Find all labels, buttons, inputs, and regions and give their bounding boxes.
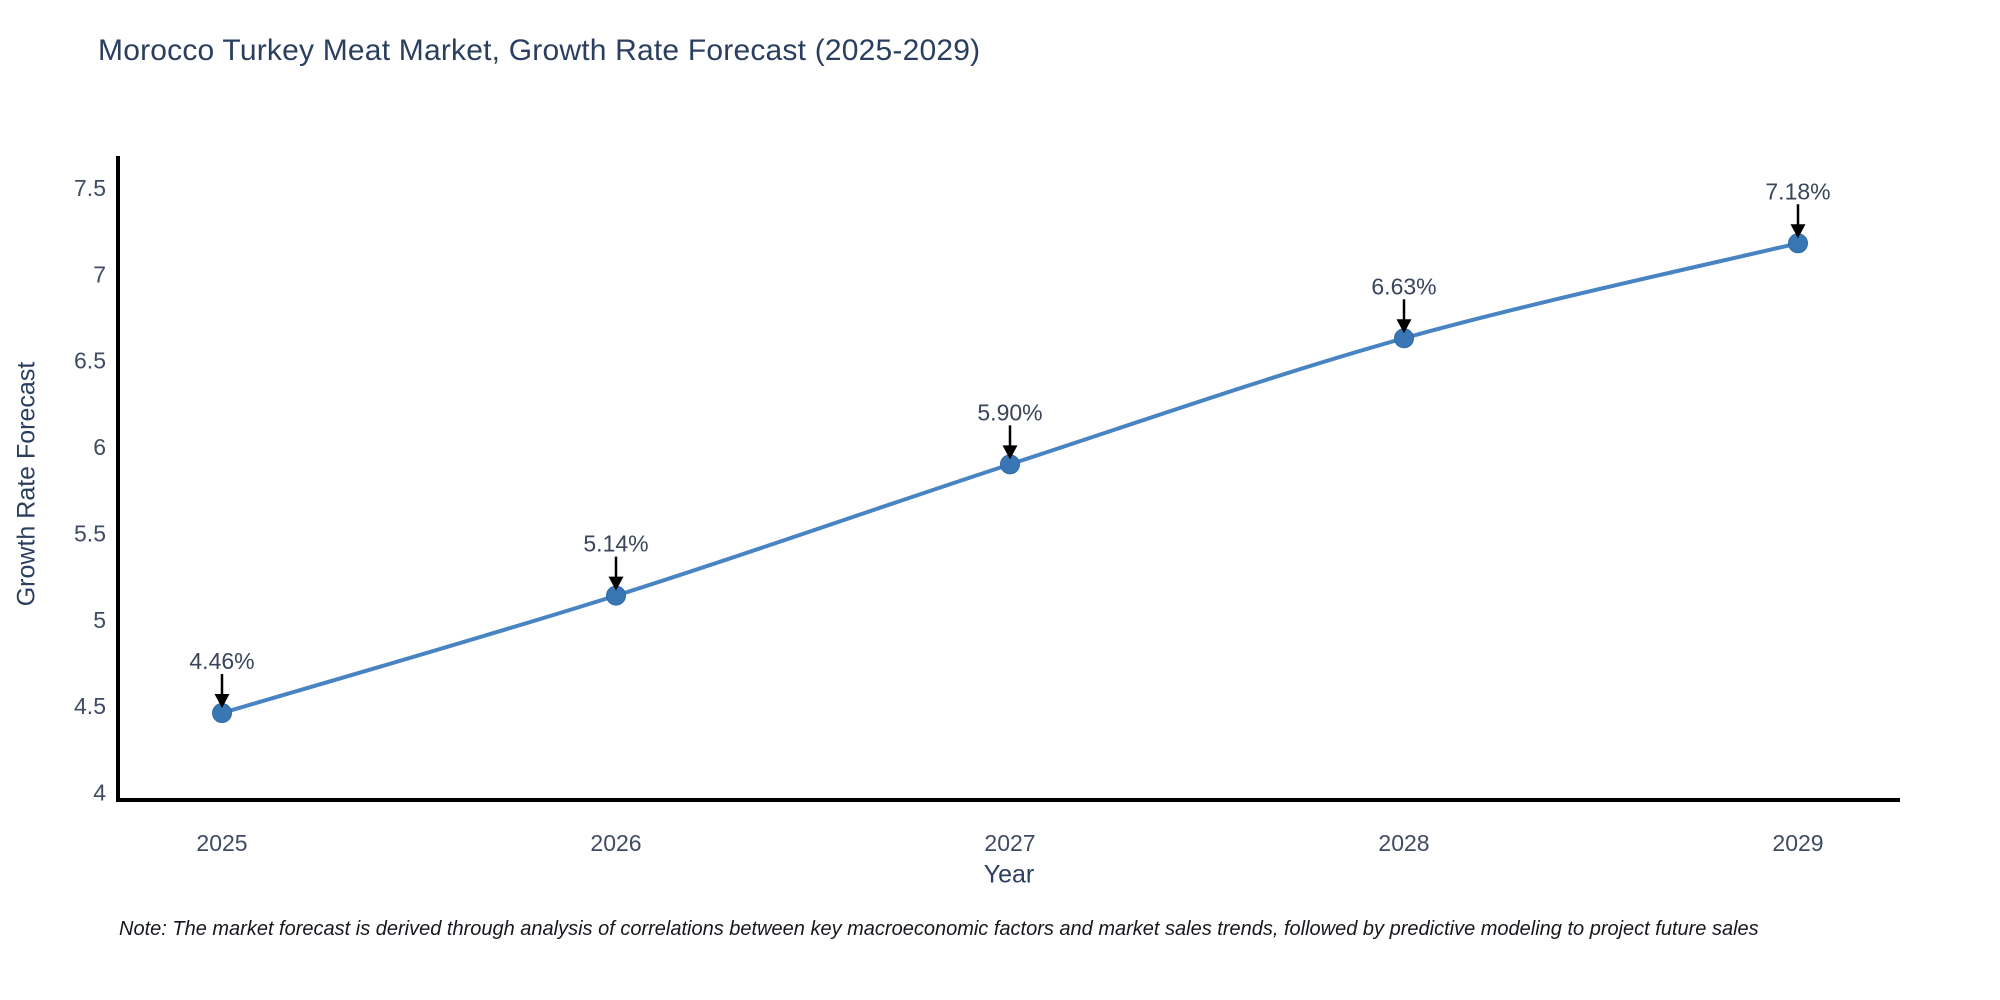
y-tick-label: 6 [93,434,106,460]
x-tick-label: 2026 [590,830,641,856]
y-tick-label: 5 [93,607,106,633]
footnote: Note: The market forecast is derived thr… [119,918,1759,940]
data-point-label: 7.18% [1765,178,1830,204]
x-axis-title: Year [983,860,1035,889]
x-tick-label: 2027 [984,830,1035,856]
y-tick-label: 4.5 [74,693,106,719]
data-point-label: 6.63% [1371,273,1436,299]
y-tick-label: 6.5 [74,348,106,374]
chart-title: Morocco Turkey Meat Market, Growth Rate … [98,34,981,67]
annotation-arrow-head [1002,445,1018,460]
y-tick-label: 5.5 [74,520,106,546]
data-point-label: 5.14% [583,531,648,557]
y-tick-label: 4 [93,780,106,806]
data-point-label: 4.46% [189,648,254,674]
x-tick-label: 2025 [196,830,247,856]
annotation-arrow-head [608,576,624,591]
y-axis-title: Growth Rate Forecast [12,361,41,607]
y-tick-label: 7.5 [74,175,106,201]
annotation-arrow-head [214,694,230,709]
annotation-arrow-head [1396,319,1412,334]
x-tick-label: 2028 [1378,830,1429,856]
annotation-arrow-head [1790,224,1806,239]
data-point-label: 5.90% [977,399,1042,425]
x-tick-label: 2029 [1772,830,1823,856]
y-tick-label: 7 [93,261,106,287]
forecast-line [220,241,1800,716]
